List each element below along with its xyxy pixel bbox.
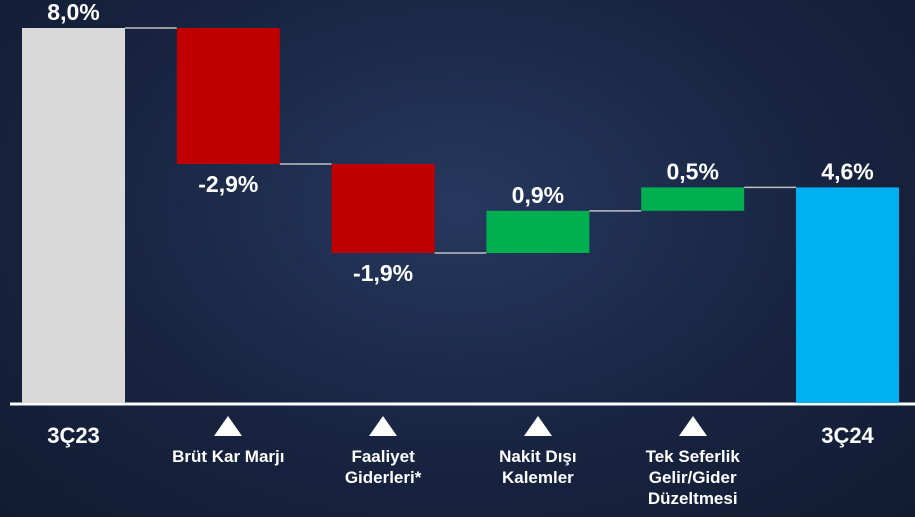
bar: [641, 187, 745, 211]
bar: [796, 187, 899, 403]
bar: [486, 210, 590, 253]
value-label: -1,9%: [353, 260, 413, 286]
bar: [176, 28, 280, 164]
x-tick-label: 3Ç24: [821, 423, 874, 448]
bar: [22, 28, 125, 403]
marker-triangle: [523, 416, 552, 436]
marker-triangle: [369, 416, 398, 436]
x-tick-label: 3Ç23: [47, 423, 100, 448]
value-label: 0,9%: [512, 182, 564, 208]
value-label: -2,9%: [198, 171, 258, 197]
value-label: 8,0%: [47, 0, 99, 25]
x-tick-label: Brüt Kar Marjı: [172, 447, 285, 466]
bar: [331, 163, 435, 253]
marker-triangle: [214, 416, 243, 436]
x-tick-label: Faaliyet Giderleri*: [344, 447, 422, 487]
x-tick-label: Tek Seferlik Gelir/Gider Düzeltmesi: [645, 447, 740, 508]
value-label: 4,6%: [821, 158, 873, 184]
x-tick-label: Nakit Dışı Kalemler: [499, 447, 577, 487]
value-label: 0,5%: [666, 158, 718, 184]
marker-triangle: [678, 416, 707, 436]
